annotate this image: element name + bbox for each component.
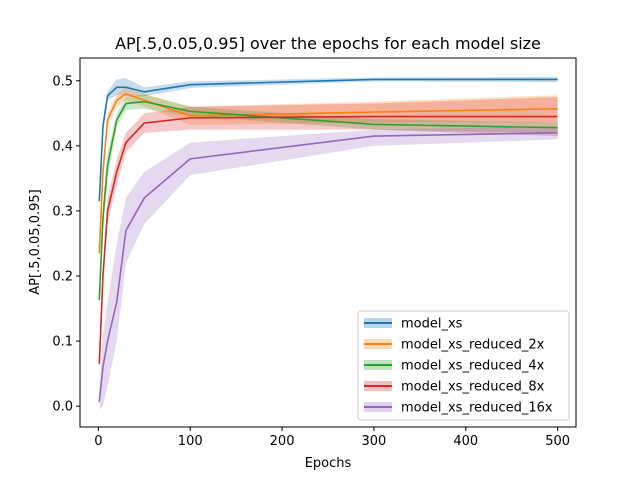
series-line-1 [98, 92, 558, 254]
legend-entry-label: model_xs_reduced_4x [401, 359, 545, 374]
series-line-0 [98, 78, 558, 202]
y-tick-label: 0.4 [52, 139, 73, 154]
y-tick-label: 0.1 [52, 335, 73, 350]
y-tick-label: 0.2 [52, 270, 73, 285]
series-band-0 [99, 76, 558, 208]
x-axis-label: Epochs [305, 456, 352, 471]
legend-entry-label: model_xs_reduced_2x [401, 338, 545, 353]
chart-title: AP[.5,0.05,0.95] over the epochs for eac… [115, 34, 541, 53]
legend-box [357, 310, 570, 421]
series-line-3 [98, 115, 558, 364]
y-tick-label: 0.5 [52, 74, 73, 89]
x-tick-label: 0 [94, 434, 102, 449]
y-tick-label: 0.0 [52, 400, 73, 415]
plot-area [98, 76, 558, 410]
x-axis-ticks: 0 100 200 300 400 500 [94, 427, 570, 449]
series-band-3 [99, 97, 558, 368]
y-axis-ticks: 0.0 0.1 0.2 0.3 0.4 0.5 [52, 74, 80, 415]
legend-entry-label: model_xs [401, 317, 463, 332]
x-tick-label: 400 [453, 434, 478, 449]
x-tick-label: 200 [270, 434, 295, 449]
y-tick-label: 0.3 [52, 204, 73, 219]
series-line-2 [98, 100, 558, 301]
y-axis-label: AP[.5,0.05,0.95] [28, 189, 43, 294]
legend-entry-label: model_xs_reduced_8x [401, 380, 545, 395]
x-tick-label: 300 [362, 434, 387, 449]
series-line-4 [98, 132, 558, 402]
legend-entry-label: model_xs_reduced_16x [401, 401, 553, 416]
axes-frame [79, 57, 577, 428]
x-tick-label: 100 [178, 434, 203, 449]
legend: model_xs model_xs_reduced_2x model_xs_redu… [357, 310, 570, 421]
x-tick-label: 500 [545, 434, 570, 449]
